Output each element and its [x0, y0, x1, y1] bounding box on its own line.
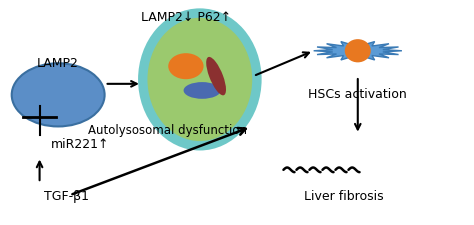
Ellipse shape [206, 57, 226, 95]
Polygon shape [314, 41, 402, 61]
Text: Autolysosomal dysfunction: Autolysosomal dysfunction [88, 124, 247, 137]
Text: LAMP2: LAMP2 [37, 58, 79, 70]
Text: HSCs activation: HSCs activation [309, 88, 407, 101]
Ellipse shape [168, 53, 203, 79]
Ellipse shape [138, 8, 262, 151]
Text: TGF-β1: TGF-β1 [44, 190, 89, 203]
Ellipse shape [12, 63, 105, 126]
Ellipse shape [146, 17, 253, 142]
Text: Liver fibrosis: Liver fibrosis [304, 190, 383, 203]
Text: miR221↑: miR221↑ [51, 138, 109, 151]
Ellipse shape [183, 82, 221, 99]
Text: LAMP2↓ P62↑: LAMP2↓ P62↑ [141, 11, 231, 24]
Ellipse shape [345, 39, 371, 62]
